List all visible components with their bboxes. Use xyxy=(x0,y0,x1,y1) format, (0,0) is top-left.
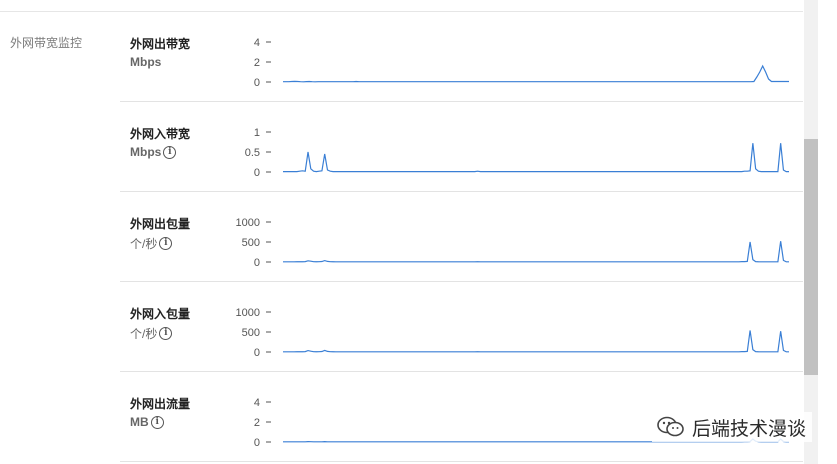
chart-unit-label: Mbps xyxy=(130,55,162,69)
chart-svg: 4 2 0 xyxy=(254,37,789,89)
y-tick-label: 500 xyxy=(242,327,260,339)
chart-unit: Mbps i xyxy=(130,145,177,159)
y-tick-label: 500 xyxy=(242,237,260,249)
chart-title: 外网入包量 xyxy=(130,307,191,321)
y-tick-label: 0 xyxy=(254,437,260,449)
chart-unit-label: Mbps xyxy=(130,145,162,159)
watermark: 后端技术漫谈 xyxy=(652,412,813,442)
wechat-icon xyxy=(657,416,684,437)
y-tick-label: 0.5 xyxy=(245,147,260,159)
chart-title: 外网入带宽 xyxy=(130,127,191,141)
y-tick-label: 0 xyxy=(254,347,260,359)
y-tick-label: 1000 xyxy=(236,307,260,319)
y-tick-label: 2 xyxy=(254,417,260,429)
chart-svg: 1000 500 0 xyxy=(236,217,789,269)
series-line[interactable] xyxy=(283,330,789,353)
chart-unit-label: 个/秒 xyxy=(130,237,158,251)
info-icon[interactable]: i xyxy=(159,237,173,250)
watermark-text: 后端技术漫谈 xyxy=(692,418,807,440)
panel-divider xyxy=(120,101,803,102)
series-line[interactable] xyxy=(283,64,789,83)
y-tick-label: 2 xyxy=(254,57,260,69)
info-icon[interactable]: i xyxy=(159,327,173,340)
panel-divider xyxy=(120,371,803,372)
panel-divider xyxy=(120,461,803,462)
chart-title: 外网出包量 xyxy=(130,217,191,231)
chart-unit: 个/秒 i xyxy=(130,235,173,252)
panel-divider xyxy=(120,191,803,192)
panel-divider xyxy=(120,281,803,282)
chart-unit: 个/秒 i xyxy=(130,325,173,342)
y-tick-label: 4 xyxy=(254,397,260,409)
info-icon[interactable]: i xyxy=(150,415,164,429)
chart-panel-out-bandwidth: 外网出带宽 Mbps 4 2 0 xyxy=(120,12,803,102)
series-line[interactable] xyxy=(283,143,789,173)
chart-svg: 1000 500 0 xyxy=(236,307,789,359)
y-tick-label: 0 xyxy=(254,167,260,179)
y-tick-label: 1 xyxy=(254,127,260,139)
y-tick-label: 0 xyxy=(254,257,260,269)
chart-unit: Mbps xyxy=(130,55,161,69)
series-line[interactable] xyxy=(283,241,789,263)
chart-panel-in-packets: 外网入包量个/秒 i 1000 500 0 xyxy=(120,282,803,372)
chart-svg: 10.50 xyxy=(245,127,789,179)
section-title: 外网带宽监控 xyxy=(10,36,83,50)
chart-title: 外网出流量 xyxy=(130,397,191,411)
chart-title: 外网出带宽 xyxy=(130,37,191,51)
chart-unit-label: MB xyxy=(130,415,149,429)
chart-panel-in-bandwidth: 外网入带宽 Mbps i 1 0.5 0 xyxy=(120,102,803,192)
chart-unit: MB i xyxy=(130,415,164,429)
y-tick-label: 4 xyxy=(254,37,260,49)
y-tick-label: 0 xyxy=(254,77,260,89)
chart-panel-out-packets: 外网出包量个/秒 i 1000 500 0 xyxy=(120,192,803,282)
scrollbar-thumb[interactable] xyxy=(804,139,818,375)
top-divider xyxy=(0,11,803,12)
info-icon[interactable]: i xyxy=(163,145,177,159)
chart-unit-label: 个/秒 xyxy=(130,327,158,341)
y-tick-label: 1000 xyxy=(236,217,260,229)
